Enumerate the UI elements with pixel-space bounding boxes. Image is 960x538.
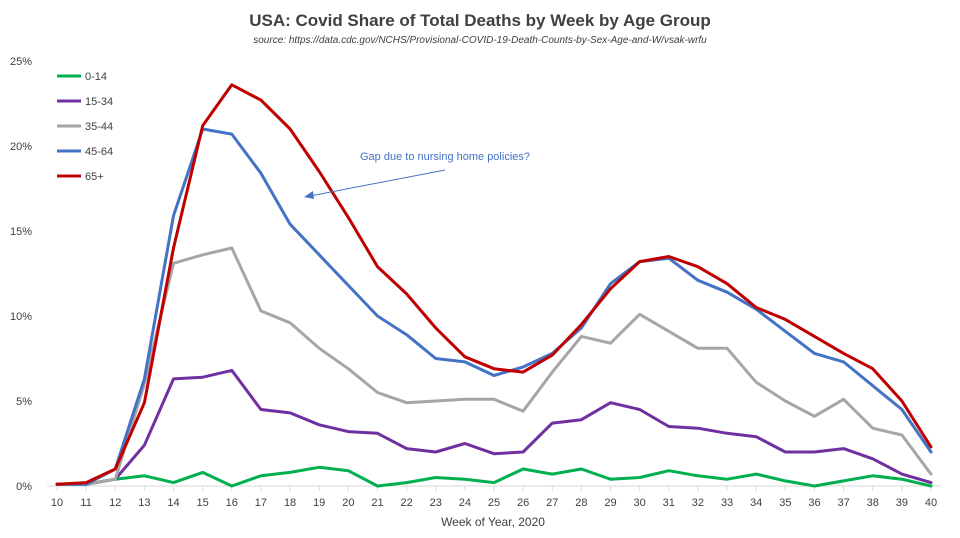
- x-tick-label: 25: [488, 497, 500, 509]
- annotation-arrow: [309, 169, 446, 197]
- x-tick-label: 11: [80, 497, 91, 509]
- chart-title: USA: Covid Share of Total Deaths by Week…: [249, 11, 711, 30]
- legend-item-35-44: 35-44: [57, 121, 113, 133]
- y-tick-label: 0%: [16, 481, 32, 493]
- legend: 0-14 15-34 35-44 45-64 65+: [57, 71, 113, 183]
- chart-subtitle: source: https://data.cdc.gov/NCHS/Provis…: [253, 35, 707, 46]
- x-tick-label: 22: [400, 497, 412, 509]
- series-line-65: [55, 83, 933, 486]
- x-tick-label: 10: [51, 497, 63, 509]
- legend-item-0-14: 0-14: [57, 71, 107, 83]
- annotation-arrowhead: [304, 191, 314, 199]
- legend-item-15-34: 15-34: [57, 96, 113, 108]
- annotation-text: Gap due to nursing home policies?: [360, 151, 530, 163]
- x-tick-label: 35: [779, 497, 791, 509]
- x-tick-label: 37: [837, 497, 849, 509]
- x-axis-ticks: 10 11 12 13 14 15 16 17 18 19 20 21 22 23 24 25 26 27 28 29…: [51, 486, 937, 509]
- y-tick-label: 15%: [10, 226, 32, 238]
- x-tick-label: 38: [867, 497, 879, 509]
- x-tick-label: 19: [313, 497, 325, 509]
- x-tick-label: 34: [750, 497, 762, 509]
- x-tick-label: 39: [896, 497, 908, 509]
- y-tick-label: 20%: [10, 141, 32, 153]
- x-axis-title: Week of Year, 2020: [441, 515, 545, 529]
- x-tick-label: 16: [226, 497, 238, 509]
- x-tick-label: 26: [517, 497, 529, 509]
- series-line-0-14: [55, 465, 933, 488]
- x-tick-label: 29: [604, 497, 616, 509]
- legend-item-45-64: 45-64: [57, 146, 113, 158]
- x-tick-label: 20: [342, 497, 354, 509]
- legend-label: 45-64: [85, 146, 113, 158]
- y-tick-label: 5%: [16, 396, 32, 408]
- x-tick-label: 40: [925, 497, 937, 509]
- legend-label: 0-14: [85, 71, 107, 83]
- series-lines: [55, 83, 933, 488]
- x-tick-label: 15: [197, 497, 209, 509]
- x-tick-label: 31: [663, 497, 675, 509]
- y-tick-label: 25%: [10, 56, 32, 68]
- x-tick-label: 23: [430, 497, 442, 509]
- legend-label: 35-44: [85, 121, 113, 133]
- series-line-15-34: [55, 368, 933, 486]
- x-tick-label: 30: [634, 497, 646, 509]
- x-tick-label: 24: [459, 497, 471, 509]
- x-tick-label: 13: [138, 497, 150, 509]
- x-tick-label: 28: [575, 497, 587, 509]
- annotation: Gap due to nursing home policies?: [304, 151, 530, 199]
- x-tick-label: 17: [255, 497, 267, 509]
- legend-item-65: 65+: [57, 171, 104, 183]
- x-tick-label: 14: [167, 497, 179, 509]
- y-axis-ticks: 0% 5% 10% 15% 20% 25%: [10, 56, 32, 493]
- x-tick-label: 12: [109, 497, 121, 509]
- x-tick-label: 18: [284, 497, 296, 509]
- legend-label: 15-34: [85, 96, 113, 108]
- x-tick-label: 36: [808, 497, 820, 509]
- y-tick-label: 10%: [10, 311, 32, 323]
- legend-label: 65+: [85, 171, 104, 183]
- series-line-35-44: [55, 246, 933, 486]
- x-tick-label: 32: [692, 497, 704, 509]
- x-tick-label: 21: [371, 497, 383, 509]
- x-tick-label: 33: [721, 497, 733, 509]
- x-tick-label: 27: [546, 497, 558, 509]
